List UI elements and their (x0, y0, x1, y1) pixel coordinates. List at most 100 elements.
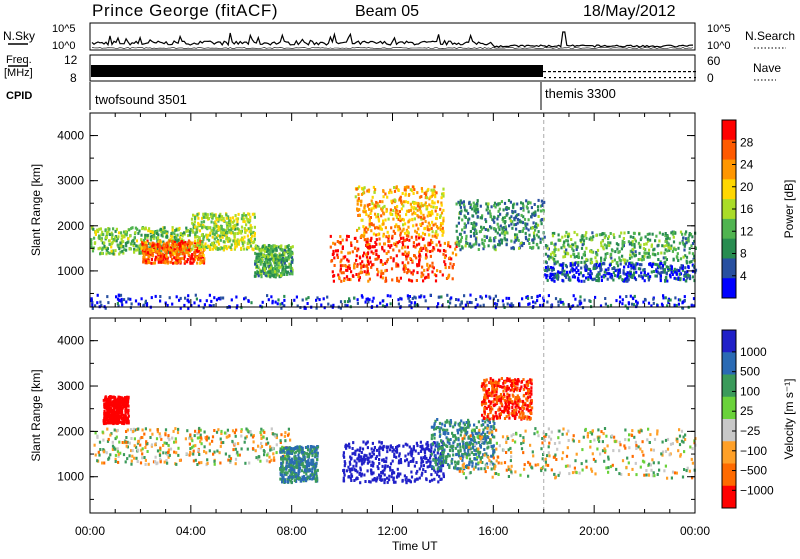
cell (679, 267, 681, 270)
cell (605, 303, 607, 306)
cell (649, 239, 651, 242)
cell (400, 277, 402, 280)
cell (497, 232, 499, 235)
cell (207, 234, 209, 237)
cell (341, 271, 343, 274)
cell (390, 208, 392, 211)
cell (294, 465, 296, 468)
cell (566, 271, 568, 274)
cell (147, 234, 149, 237)
cell (528, 234, 530, 237)
cell (461, 201, 463, 204)
cell (443, 249, 445, 252)
cell (613, 267, 615, 270)
cell (175, 256, 177, 259)
cell (98, 235, 100, 238)
cell (660, 274, 662, 277)
cell (99, 301, 101, 304)
cell (423, 237, 425, 240)
cell (195, 294, 197, 297)
cell (506, 206, 508, 209)
cell (371, 202, 373, 205)
cell (192, 453, 194, 456)
cell (344, 460, 346, 463)
cell (592, 278, 594, 281)
cell (377, 227, 379, 230)
cell (287, 434, 289, 437)
cell (421, 459, 423, 462)
cell (284, 439, 286, 442)
cell (493, 227, 495, 230)
cell (317, 469, 319, 472)
cell (147, 450, 149, 453)
cell (474, 210, 476, 213)
cell (416, 191, 418, 194)
cell (618, 269, 620, 272)
cell (682, 267, 684, 270)
cell (188, 245, 190, 248)
cell (182, 257, 184, 260)
cell (346, 275, 348, 278)
cell (212, 248, 214, 251)
cell (558, 233, 560, 236)
cell (337, 256, 339, 259)
cell (574, 298, 576, 301)
cell (293, 455, 295, 458)
cell (485, 220, 487, 223)
cell (640, 271, 642, 274)
cell (520, 207, 522, 210)
cell (285, 446, 287, 449)
cell (667, 246, 669, 249)
cell (218, 215, 220, 218)
cell (400, 196, 402, 199)
cell (244, 437, 246, 440)
cell (387, 481, 389, 484)
cell (316, 475, 318, 478)
cell (266, 459, 268, 462)
cell (126, 241, 128, 244)
cell (245, 428, 247, 431)
cell (125, 301, 127, 304)
cell (483, 245, 485, 248)
cell (666, 249, 668, 252)
station-title: Prince George (fitACF) (92, 1, 278, 20)
cell (465, 216, 467, 219)
cell (271, 427, 273, 430)
cell (682, 236, 684, 239)
cell (384, 242, 386, 245)
cell (409, 257, 411, 260)
cell (458, 217, 460, 220)
cell (231, 440, 233, 443)
cell (307, 302, 309, 305)
cell (269, 275, 271, 278)
cell (243, 248, 245, 251)
cell (515, 228, 517, 231)
cell (367, 469, 369, 472)
cell (538, 215, 540, 218)
cell (367, 228, 369, 231)
cell (376, 455, 378, 458)
cell (463, 294, 465, 297)
cell (628, 278, 630, 281)
cell (194, 255, 196, 258)
cell (452, 277, 454, 280)
cell (516, 203, 518, 206)
cell (375, 201, 377, 204)
cell (404, 246, 406, 249)
cell (360, 468, 362, 471)
cell (154, 443, 156, 446)
cell (561, 279, 563, 282)
cell (389, 189, 391, 192)
cell (260, 442, 262, 445)
cell (439, 478, 441, 481)
cell (501, 239, 503, 242)
cell (580, 267, 582, 270)
cell (517, 218, 519, 221)
cell (286, 461, 288, 464)
cell (130, 242, 132, 245)
cell (382, 235, 384, 238)
cell (442, 234, 444, 237)
cell (125, 441, 127, 444)
cell (254, 275, 256, 278)
